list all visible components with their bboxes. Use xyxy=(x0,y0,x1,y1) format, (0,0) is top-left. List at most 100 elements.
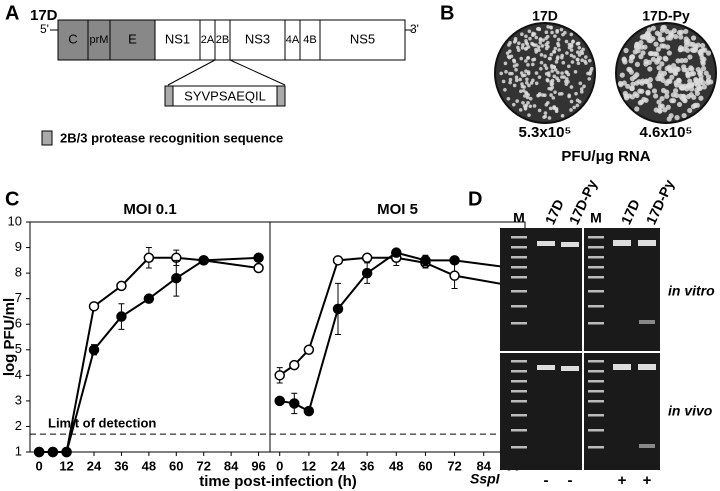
plaque xyxy=(519,71,524,75)
gel-band xyxy=(537,365,555,370)
data-point xyxy=(88,344,100,356)
gel-band xyxy=(537,241,555,246)
plaque xyxy=(560,53,564,58)
ladder-band xyxy=(511,360,527,363)
x-tick-label: 60 xyxy=(418,458,432,473)
plaque xyxy=(650,25,656,31)
plaque xyxy=(636,79,642,85)
plaque xyxy=(664,28,670,34)
plaque xyxy=(549,80,553,84)
plaque xyxy=(664,89,670,95)
plaque xyxy=(547,86,551,91)
plaque xyxy=(516,48,521,52)
plaque xyxy=(520,45,525,50)
data-point xyxy=(332,255,344,266)
plaque xyxy=(646,37,652,43)
plaque xyxy=(625,83,631,89)
plaque xyxy=(638,54,644,60)
gel-band xyxy=(639,320,655,324)
data-point xyxy=(253,252,264,264)
plaque xyxy=(666,50,672,56)
lane-label: 17D xyxy=(618,197,643,227)
plaque xyxy=(579,87,584,91)
plaque xyxy=(546,25,550,29)
plaque xyxy=(506,96,511,101)
ladder-band xyxy=(588,380,604,383)
plaque xyxy=(518,77,522,82)
plaque xyxy=(572,55,576,59)
plaque xyxy=(510,71,514,76)
plaque xyxy=(705,50,712,56)
plaque xyxy=(645,90,651,96)
gene-label: 4A xyxy=(286,34,300,46)
plaque xyxy=(569,32,574,37)
plaque xyxy=(528,96,533,101)
plaque xyxy=(512,59,517,64)
plaque xyxy=(560,114,565,118)
plaque xyxy=(553,46,558,51)
recognition-mark xyxy=(276,85,286,107)
plaque xyxy=(705,80,711,86)
plaque xyxy=(501,79,506,84)
plaque xyxy=(578,81,583,86)
plaque xyxy=(628,58,634,64)
plaque xyxy=(512,40,517,44)
plaque xyxy=(575,57,580,62)
plaque xyxy=(538,41,543,45)
ladder-band xyxy=(588,266,604,269)
plaque xyxy=(653,93,659,99)
plaque xyxy=(700,80,706,86)
plaque xyxy=(545,77,550,82)
plaque xyxy=(520,32,524,36)
titer-unit: PFU/μg RNA xyxy=(561,148,650,165)
plaque xyxy=(701,56,707,62)
plaque xyxy=(555,56,560,61)
plaque xyxy=(503,61,508,66)
plaque xyxy=(532,104,537,108)
data-point xyxy=(361,252,373,264)
gel-band xyxy=(638,364,656,370)
plaque xyxy=(549,25,553,30)
plaque xyxy=(542,115,546,119)
plaque xyxy=(539,66,543,71)
plaque xyxy=(553,34,557,38)
plaque xyxy=(524,39,528,43)
data-point xyxy=(303,405,315,417)
ladder-band xyxy=(511,380,527,383)
ladder-band xyxy=(511,266,527,269)
plaque xyxy=(689,81,695,88)
plaque xyxy=(659,95,665,102)
data-point xyxy=(274,395,285,407)
plaque xyxy=(646,27,652,33)
plaque xyxy=(528,104,533,109)
plaque xyxy=(521,88,526,93)
plaque xyxy=(674,82,680,88)
plaque xyxy=(659,27,666,33)
ladder-band xyxy=(511,414,527,417)
plaque xyxy=(537,48,541,53)
plaque xyxy=(642,44,648,50)
plaque xyxy=(543,111,548,115)
plaque xyxy=(690,41,696,48)
titer: 4.6x10⁵ xyxy=(640,124,693,141)
plaque xyxy=(561,32,565,37)
y-tick-label: 2 xyxy=(15,418,22,433)
plaque xyxy=(520,84,525,89)
plaque xyxy=(508,80,512,85)
plaque xyxy=(653,107,659,113)
x-tick-label: 84 xyxy=(476,458,491,473)
plaque xyxy=(629,54,635,60)
plaque xyxy=(555,76,559,81)
plaque xyxy=(646,59,652,66)
plaque xyxy=(508,41,512,45)
gel-image xyxy=(500,228,660,470)
ladder-band xyxy=(588,400,604,403)
plaque xyxy=(544,30,549,35)
x-axis-label: time post-infection (h) xyxy=(199,473,357,490)
plaque xyxy=(673,92,680,99)
plaque xyxy=(582,84,586,89)
plaque xyxy=(575,50,580,55)
plaque xyxy=(587,58,592,63)
plaque xyxy=(623,95,630,101)
sequence: SYVPSAEQIL xyxy=(184,88,266,103)
